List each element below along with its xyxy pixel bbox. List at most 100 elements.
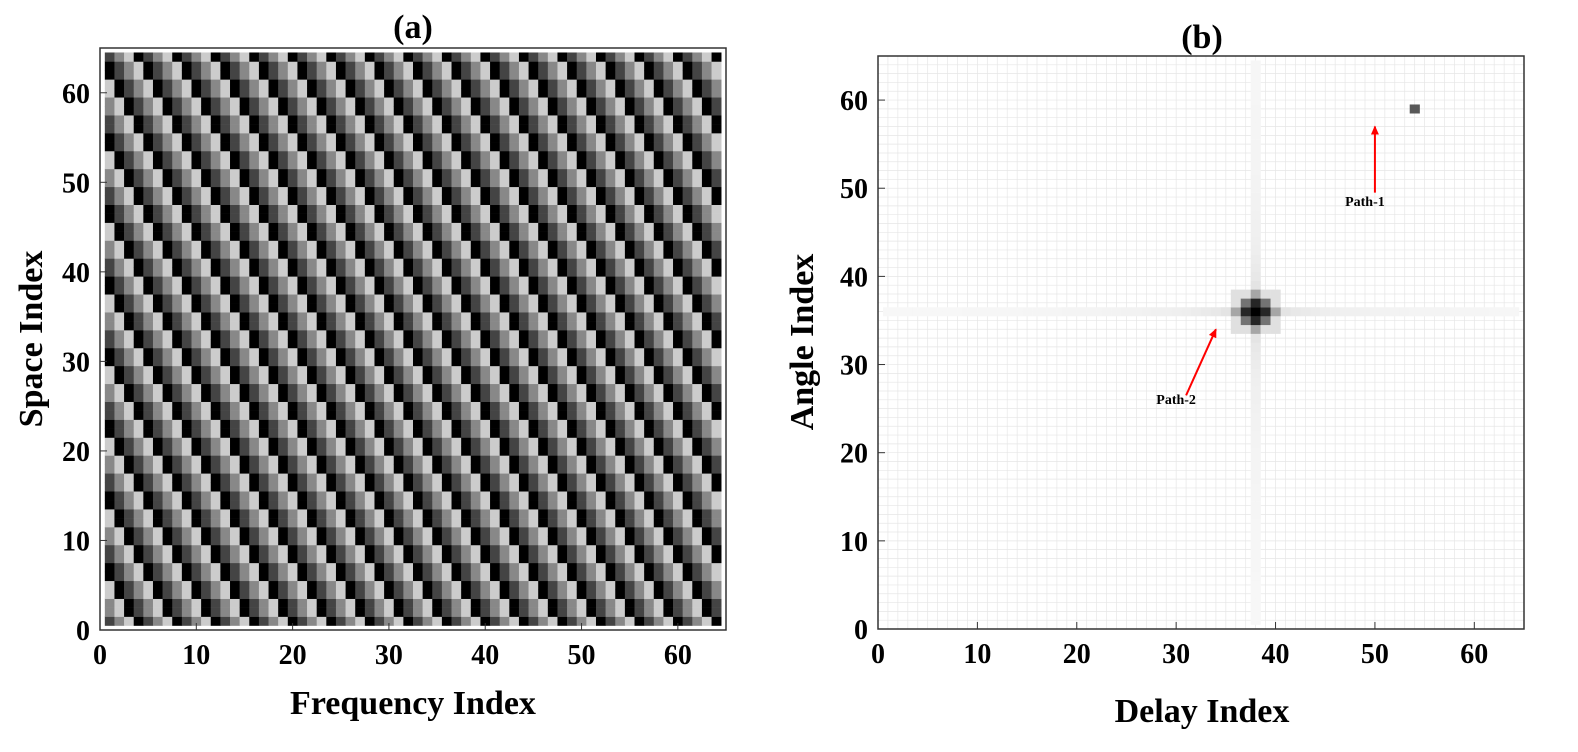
heatmap-cell <box>335 249 346 259</box>
heatmap-cell <box>518 374 529 385</box>
heatmap-cell <box>104 330 115 340</box>
heatmap-cell <box>172 222 183 232</box>
heatmap-cell <box>663 321 674 331</box>
heatmap-cell <box>451 491 462 501</box>
heatmap-cell <box>307 249 317 259</box>
heatmap-cell <box>220 509 231 519</box>
heatmap-cell <box>335 473 346 483</box>
heatmap-cell <box>364 276 375 286</box>
heatmap-cell <box>634 553 645 564</box>
heatmap-cell <box>538 383 549 394</box>
heatmap-cell <box>557 88 568 98</box>
heatmap-cell <box>230 79 240 89</box>
heatmap-cell <box>576 159 587 170</box>
heatmap-cell <box>152 186 163 197</box>
heatmap-cell <box>403 356 414 367</box>
sidelobe-cell <box>1250 342 1261 352</box>
heatmap-cell <box>403 88 414 98</box>
heatmap-cell <box>345 455 356 465</box>
heatmap-cell <box>287 321 298 331</box>
heatmap-cell <box>673 124 683 134</box>
heatmap-cell <box>451 482 462 492</box>
heatmap-cell <box>518 437 529 447</box>
peak-neighbor-cell <box>1250 316 1261 326</box>
heatmap-cell <box>374 276 385 286</box>
heatmap-cell <box>220 249 231 259</box>
heatmap-cell <box>615 124 626 134</box>
heatmap-cell <box>278 285 289 295</box>
heatmap-cell <box>422 52 433 62</box>
heatmap-cell <box>682 544 693 555</box>
heatmap-cell <box>509 133 520 143</box>
heatmap-cell <box>124 115 135 125</box>
heatmap-cell <box>634 356 645 367</box>
heatmap-cell <box>595 410 606 420</box>
heatmap-cell <box>364 347 375 358</box>
heatmap-cell <box>364 240 375 250</box>
heatmap-cell <box>230 231 240 241</box>
heatmap-cell <box>124 213 135 223</box>
heatmap-cell <box>490 267 500 277</box>
heatmap-cell <box>653 312 664 322</box>
heatmap-cell <box>364 106 375 116</box>
heatmap-cell <box>124 70 135 80</box>
heatmap-cell <box>335 106 346 116</box>
heatmap-cell <box>682 330 693 340</box>
sidelobe-cell <box>1250 474 1261 484</box>
heatmap-cell <box>634 428 645 438</box>
heatmap-cell <box>307 321 317 331</box>
heatmap-cell <box>230 419 240 429</box>
heatmap-cell <box>441 535 452 546</box>
heatmap-cell <box>605 159 616 170</box>
heatmap-cell <box>470 544 481 555</box>
heatmap-cell <box>152 518 163 528</box>
heatmap-cell <box>441 589 452 599</box>
heatmap-cell <box>644 500 655 510</box>
heatmap-cell <box>547 312 558 322</box>
heatmap-cell <box>624 482 635 492</box>
sidelobe-cell <box>1022 307 1033 317</box>
heatmap-cell <box>586 142 597 152</box>
heatmap-cell <box>624 553 635 564</box>
heatmap-cell <box>393 186 404 197</box>
heatmap-cell <box>451 383 462 394</box>
heatmap-cell <box>345 383 356 394</box>
heatmap-cell <box>586 509 597 519</box>
heatmap-cell <box>143 294 154 304</box>
heatmap-cell <box>201 52 212 62</box>
heatmap-cell <box>384 231 395 241</box>
heatmap-cell <box>461 168 472 179</box>
heatmap-cell <box>249 150 260 161</box>
heatmap-cell <box>297 428 308 438</box>
heatmap-cell <box>634 401 645 411</box>
heatmap-cell <box>335 276 346 286</box>
heatmap-cell <box>220 303 231 313</box>
heatmap-cell <box>152 356 163 367</box>
heatmap-cell <box>528 410 539 420</box>
heatmap-cell <box>104 392 115 402</box>
heatmap-cell <box>422 356 433 367</box>
heatmap-cell <box>692 97 703 107</box>
heatmap-cell <box>701 79 712 89</box>
heatmap-cell <box>268 553 279 564</box>
heatmap-cell <box>422 168 433 179</box>
heatmap-cell <box>441 186 452 197</box>
heatmap-cell <box>644 150 655 161</box>
heatmap-cell <box>615 562 626 573</box>
heatmap-cell <box>364 473 375 483</box>
heatmap-cell <box>567 330 578 340</box>
heatmap-cell <box>152 491 163 501</box>
heatmap-cell <box>201 159 212 170</box>
heatmap-cell <box>239 446 250 456</box>
heatmap-cell <box>316 365 327 376</box>
heatmap-cell <box>413 213 423 223</box>
heatmap-cell <box>538 500 549 510</box>
heatmap-cell <box>518 571 529 582</box>
heatmap-cell <box>634 330 645 340</box>
heatmap-cell <box>615 491 626 501</box>
heatmap-cell <box>220 106 231 116</box>
heatmap-cell <box>403 204 414 214</box>
heatmap-cell <box>538 527 549 537</box>
heatmap-cell <box>624 79 635 89</box>
heatmap-cell <box>345 347 356 358</box>
